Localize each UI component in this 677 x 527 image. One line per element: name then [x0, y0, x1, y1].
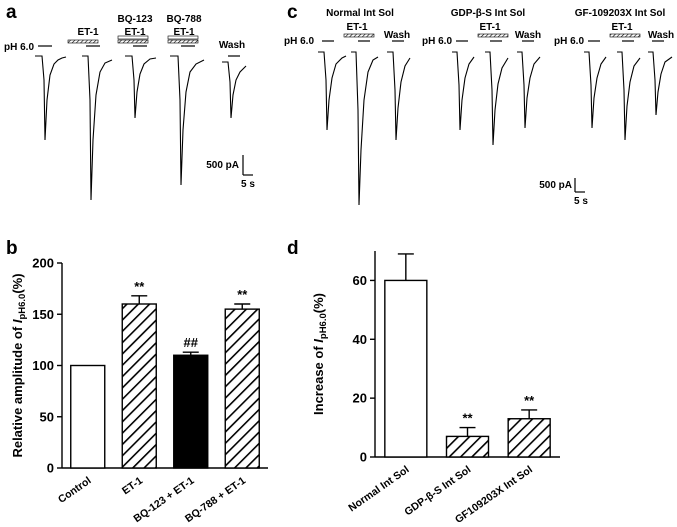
panel-a-cond3-top: BQ-788	[166, 14, 201, 25]
d-annotation-2: **	[524, 393, 535, 408]
panel-a-cond2-top: BQ-123	[117, 14, 152, 25]
b-y-tick-label: 50	[40, 409, 54, 424]
panel-c-group2-title: GDP-β-S Int Sol	[451, 8, 526, 19]
d-y-tick-label: 60	[353, 273, 367, 288]
b-y-tick-label: 100	[32, 358, 54, 373]
panel-c-group2-wash: Wash	[515, 30, 541, 41]
panel-a-scale-current: 500 pA	[206, 160, 239, 171]
b-bar-2	[173, 354, 209, 469]
panel-c-group2-ph: pH 6.0	[422, 36, 452, 47]
d-y-tick-label: 20	[353, 391, 367, 406]
panel-c-group1-et: ET-1	[346, 22, 368, 33]
b-annotation-3: **	[237, 287, 248, 302]
b-y-axis-title: Relative amplitude of IpH6.0(%)	[10, 273, 28, 457]
panel-letter-d: d	[287, 238, 299, 259]
panel-a-ph-label: pH 6.0	[4, 42, 34, 53]
panel-c-group1-ph: pH 6.0	[284, 36, 314, 47]
d-y-tick-label: 0	[360, 450, 367, 465]
panel-letter-c: c	[287, 2, 298, 23]
d-y-axis-title: Increase of IpH6.0(%)	[311, 293, 329, 415]
panel-c-group3-title: GF-109203X Int Sol	[575, 8, 666, 19]
b-category-label-1: ET-1	[120, 475, 145, 498]
chart-d: 0 20 40 60 Increase of IpH6.0(%) Normal Int …	[311, 251, 560, 526]
panel-c-group1-wash: Wash	[384, 30, 410, 41]
d-category-label-0: Normal Int Sol	[346, 464, 411, 515]
panel-c-group3-et: ET-1	[611, 22, 633, 33]
d-annotation-1: **	[462, 411, 473, 426]
d-bar-1	[445, 435, 490, 458]
panel-a-wash-label: Wash	[219, 40, 245, 51]
d-bar-2	[507, 418, 551, 458]
panel-a-cond2-label: ET-1	[124, 27, 146, 38]
b-bar-1	[121, 303, 157, 469]
b-y-tick-label: 150	[32, 307, 54, 322]
b-annotation-2: ##	[184, 335, 199, 350]
panel-a-cond3-label: ET-1	[173, 27, 195, 38]
chart-b: 0 50 100 150 200 Relative amplitude of IpH6.0…	[10, 256, 268, 525]
panel-a-cond1-label: ET-1	[77, 27, 99, 38]
panel-letter-a: a	[6, 2, 17, 23]
panel-c-scale-current: 500 pA	[539, 180, 572, 191]
b-bar-0	[70, 364, 106, 469]
panel-letter-b: b	[6, 238, 18, 259]
panel-c-group3-wash: Wash	[648, 30, 674, 41]
d-bar-0	[384, 279, 428, 458]
b-y-tick-label: 200	[32, 256, 54, 271]
b-annotation-1: **	[134, 279, 145, 294]
panel-c-group1-title: Normal Int Sol	[326, 8, 394, 19]
b-category-label-0: Control	[56, 475, 94, 506]
d-y-tick-label: 40	[353, 332, 367, 347]
b-bar-3	[224, 308, 260, 469]
panel-a-scale-time: 5 s	[241, 179, 255, 190]
panel-a-traces: pH 6.0 ET-1 BQ-123 ET-1 BQ-788 ET-1 Wash…	[4, 14, 255, 201]
b-y-tick-label: 0	[47, 461, 54, 476]
panel-c-traces: Normal Int Sol pH 6.0 ET-1 Wash GDP-β-S …	[284, 8, 674, 207]
panel-c-scale-time: 5 s	[574, 196, 588, 207]
panel-c-group2-et: ET-1	[479, 22, 501, 33]
panel-c-group3-ph: pH 6.0	[554, 36, 584, 47]
